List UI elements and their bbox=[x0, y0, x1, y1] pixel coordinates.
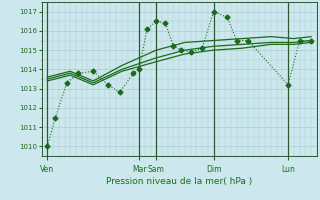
X-axis label: Pression niveau de la mer( hPa ): Pression niveau de la mer( hPa ) bbox=[106, 177, 252, 186]
